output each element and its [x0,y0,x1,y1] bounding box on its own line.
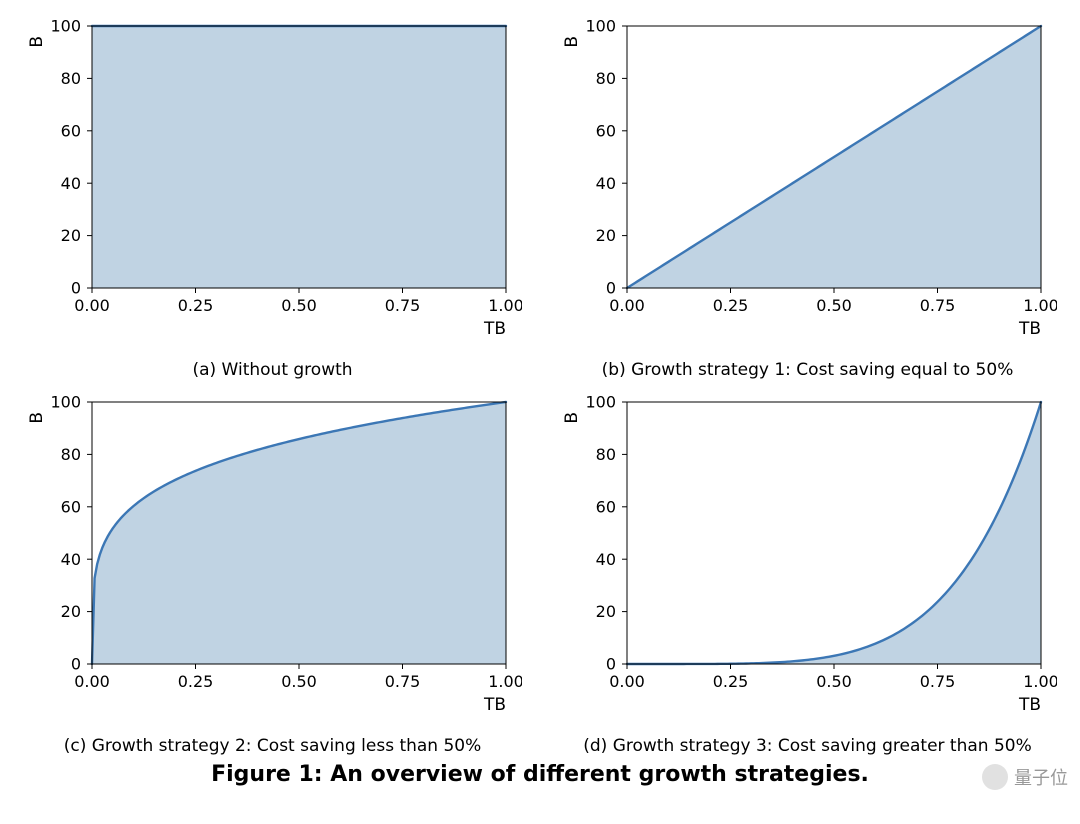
figure-caption: Figure 1: An overview of different growt… [0,762,1080,787]
panel-b: 0.00 0.25 0.50 0.75 1.00 0 20 40 60 80 100 TB B (b) … [549,14,1066,380]
y-tick-label: 60 [596,497,616,516]
panel-d: 0.00 0.25 0.50 0.75 1.00 0 20 40 60 80 100 TB B (d) … [549,390,1066,756]
x-tick-label: 1.00 [1023,672,1057,691]
x-tick-label: 1.00 [1023,296,1057,315]
panel-a: 0.00 0.25 0.50 0.75 1.00 0 20 40 60 80 100 TB B (a) … [14,14,531,380]
y-axis-label: B [562,412,582,424]
panel-c: 0.00 0.25 0.50 0.75 1.00 0 20 40 60 80 100 TB B (c) … [14,390,531,756]
y-tick-label: 0 [71,655,81,674]
x-axis-label: TB [483,319,506,339]
x-tick-label: 0.50 [816,296,852,315]
watermark-text: 量子位 [1014,764,1068,790]
x-tick-label: 1.00 [488,296,522,315]
chart-svg: 0.00 0.25 0.50 0.75 1.00 0 20 40 60 80 100 TB B [14,14,522,352]
y-tick-label: 80 [61,69,81,88]
y-tick-label: 0 [606,279,616,298]
x-tick-label: 0.25 [178,672,214,691]
y-tick-label: 20 [596,226,616,245]
x-tick-label: 0.00 [74,296,110,315]
x-tick-label: 0.25 [178,296,214,315]
subcaption-d: (d) Growth strategy 3: Cost saving great… [583,736,1032,756]
subcaption-c: (c) Growth strategy 2: Cost saving less … [64,736,482,756]
x-tick-label: 0.50 [281,296,317,315]
y-tick-label: 100 [50,393,81,412]
y-tick-label: 100 [585,17,616,36]
chart-svg: 0.00 0.25 0.50 0.75 1.00 0 20 40 60 80 100 TB B [549,390,1057,728]
y-tick-label: 0 [606,655,616,674]
x-tick-label: 0.75 [920,672,956,691]
y-tick-label: 60 [596,121,616,140]
subcaption-b: (b) Growth strategy 1: Cost saving equal… [602,360,1014,380]
x-tick-label: 0.75 [385,672,421,691]
y-axis-label: B [27,412,47,424]
y-tick-label: 80 [61,445,81,464]
area-fill [92,402,506,664]
y-tick-label: 20 [61,226,81,245]
x-tick-label: 0.50 [281,672,317,691]
y-tick-label: 40 [61,550,81,569]
y-tick-label: 80 [596,445,616,464]
x-tick-label: 0.25 [713,296,749,315]
y-axis-label: B [562,36,582,48]
area-fill [627,402,1041,664]
panel-grid: 0.00 0.25 0.50 0.75 1.00 0 20 40 60 80 100 TB B (a) … [0,0,1080,756]
y-tick-label: 20 [61,602,81,621]
plot-b: 0.00 0.25 0.50 0.75 1.00 0 20 40 60 80 100 TB B [549,14,1066,356]
y-tick-label: 40 [596,174,616,193]
y-tick-label: 80 [596,69,616,88]
x-axis-label: TB [1018,319,1041,339]
y-tick-label: 100 [585,393,616,412]
x-tick-label: 0.50 [816,672,852,691]
x-axis-label: TB [483,695,506,715]
subcaption-a: (a) Without growth [192,360,352,380]
x-tick-label: 0.00 [609,296,645,315]
y-tick-label: 40 [596,550,616,569]
x-axis-label: TB [1018,695,1041,715]
watermark-icon [982,764,1008,790]
x-tick-label: 0.75 [385,296,421,315]
plot-d: 0.00 0.25 0.50 0.75 1.00 0 20 40 60 80 100 TB B [549,390,1066,732]
y-tick-label: 40 [61,174,81,193]
area-fill [92,26,506,288]
plot-c: 0.00 0.25 0.50 0.75 1.00 0 20 40 60 80 100 TB B [14,390,531,732]
y-tick-label: 20 [596,602,616,621]
y-tick-label: 100 [50,17,81,36]
plot-a: 0.00 0.25 0.50 0.75 1.00 0 20 40 60 80 100 TB B [14,14,531,356]
x-tick-label: 0.75 [920,296,956,315]
chart-svg: 0.00 0.25 0.50 0.75 1.00 0 20 40 60 80 100 TB B [14,390,522,728]
figure-container: 0.00 0.25 0.50 0.75 1.00 0 20 40 60 80 100 TB B (a) … [0,0,1080,824]
x-tick-label: 1.00 [488,672,522,691]
y-tick-label: 60 [61,497,81,516]
x-tick-label: 0.25 [713,672,749,691]
y-tick-label: 0 [71,279,81,298]
y-tick-label: 60 [61,121,81,140]
y-axis-label: B [27,36,47,48]
chart-svg: 0.00 0.25 0.50 0.75 1.00 0 20 40 60 80 100 TB B [549,14,1057,352]
x-tick-label: 0.00 [74,672,110,691]
x-tick-label: 0.00 [609,672,645,691]
watermark: 量子位 [982,764,1068,790]
